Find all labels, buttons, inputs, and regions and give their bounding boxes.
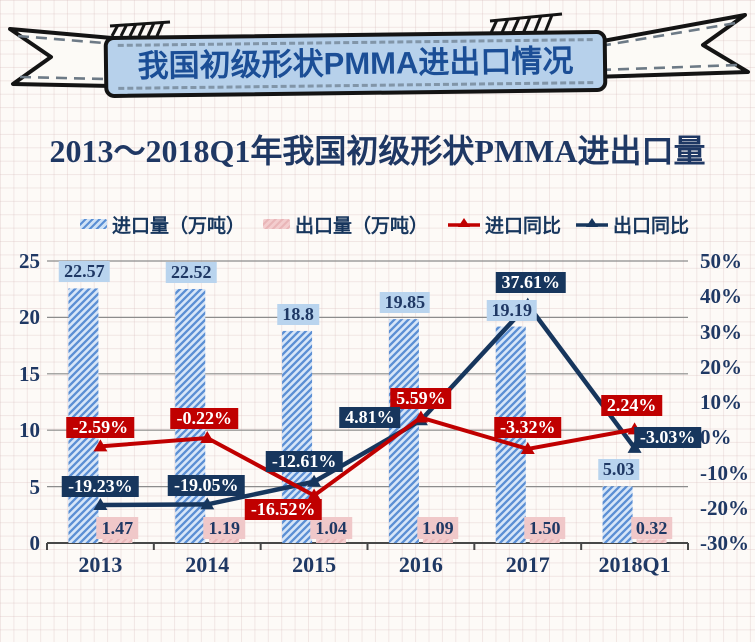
navy-line-triangle-icon [576, 218, 608, 227]
import-bar [495, 326, 526, 543]
line-marker [307, 474, 322, 487]
export-bar [102, 526, 133, 543]
line-marker [200, 431, 215, 444]
line-marker [93, 439, 108, 452]
line-marker [200, 497, 215, 510]
legend-label: 出口同比 [613, 215, 690, 237]
export-yoy-line [100, 301, 637, 508]
line-marker [520, 441, 535, 454]
export-bar [422, 530, 453, 543]
red-line-triangle-icon [448, 218, 480, 227]
line-marker [307, 488, 322, 501]
legend-item-import-yoy: 进口同比 [448, 211, 561, 237]
legend-label: 进口同比 [485, 215, 562, 237]
import-bar [602, 486, 633, 543]
import-bar-swatch-icon [80, 219, 107, 229]
ribbon-fold-hatch-left [109, 20, 171, 37]
line-marker [93, 498, 108, 511]
import-yoy-line [100, 415, 635, 498]
legend-item-export-yoy: 出口同比 [576, 211, 689, 237]
ribbon-fold-hatch-right [487, 12, 563, 38]
import-bar [282, 330, 313, 543]
export-bar-swatch-icon [263, 219, 290, 229]
legend-label: 进口量（万吨） [112, 215, 246, 237]
ribbon-left-tail [8, 27, 114, 88]
line-marker [413, 410, 428, 423]
chart-title: 2013～2018Q1年我国初级形状PMMA进出口量 [49, 133, 706, 169]
export-bar [316, 531, 347, 543]
ribbon-right-tail [590, 13, 750, 79]
legend-item-export-volume: 出口量（万吨） [263, 211, 428, 237]
banner-title-box: 我国初级形状PMMA进出口情况 [103, 29, 608, 99]
export-bar [636, 539, 667, 543]
export-bar [209, 529, 240, 543]
export-bar [529, 526, 560, 543]
legend-label: 出口量（万吨） [295, 215, 429, 237]
import-bar [68, 288, 99, 543]
legend-item-import-volume: 进口量（万吨） [80, 211, 245, 237]
line-marker [520, 297, 535, 310]
